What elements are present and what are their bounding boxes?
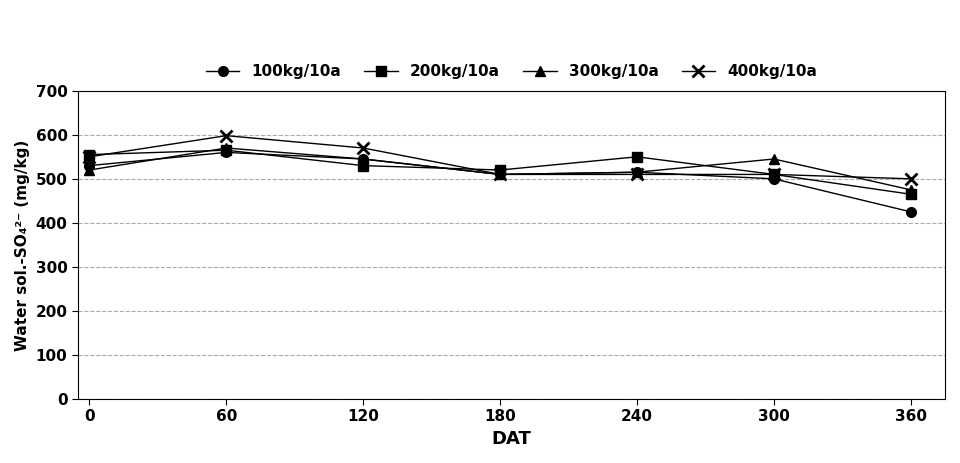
100kg/10a	[494, 172, 506, 177]
200kg/10a	[768, 172, 780, 177]
200kg/10a	[84, 152, 95, 157]
300kg/10a	[357, 156, 369, 162]
Line: 200kg/10a: 200kg/10a	[84, 145, 916, 199]
100kg/10a	[632, 169, 643, 175]
400kg/10a	[494, 172, 506, 177]
400kg/10a	[768, 172, 780, 177]
100kg/10a	[768, 176, 780, 181]
400kg/10a	[84, 154, 95, 160]
200kg/10a	[494, 167, 506, 173]
400kg/10a	[221, 133, 232, 138]
400kg/10a	[905, 176, 917, 181]
100kg/10a	[84, 163, 95, 169]
300kg/10a	[84, 167, 95, 173]
300kg/10a	[632, 169, 643, 175]
100kg/10a	[905, 209, 917, 215]
X-axis label: DAT: DAT	[492, 430, 532, 448]
400kg/10a	[357, 145, 369, 151]
Legend: 100kg/10a, 200kg/10a, 300kg/10a, 400kg/10a: 100kg/10a, 200kg/10a, 300kg/10a, 400kg/1…	[200, 58, 824, 86]
200kg/10a	[221, 147, 232, 153]
400kg/10a	[632, 172, 643, 177]
300kg/10a	[494, 172, 506, 177]
200kg/10a	[905, 192, 917, 197]
300kg/10a	[768, 156, 780, 162]
300kg/10a	[221, 145, 232, 151]
Y-axis label: Water sol.-SO₄²⁻ (mg/kg): Water sol.-SO₄²⁻ (mg/kg)	[15, 139, 30, 350]
Line: 400kg/10a: 400kg/10a	[84, 130, 917, 184]
Line: 300kg/10a: 300kg/10a	[84, 143, 916, 195]
100kg/10a	[221, 150, 232, 155]
300kg/10a	[905, 187, 917, 193]
200kg/10a	[632, 154, 643, 160]
Line: 100kg/10a: 100kg/10a	[84, 148, 916, 217]
200kg/10a	[357, 163, 369, 169]
100kg/10a	[357, 156, 369, 162]
